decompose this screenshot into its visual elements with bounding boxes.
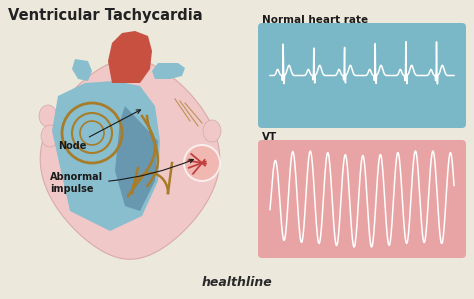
Text: Node: Node bbox=[58, 110, 140, 151]
Polygon shape bbox=[40, 59, 220, 259]
Text: Ventricular Tachycardia: Ventricular Tachycardia bbox=[8, 8, 202, 23]
Polygon shape bbox=[152, 63, 185, 79]
Polygon shape bbox=[72, 59, 92, 81]
Ellipse shape bbox=[39, 105, 57, 127]
FancyBboxPatch shape bbox=[258, 23, 466, 128]
Circle shape bbox=[185, 146, 219, 180]
Polygon shape bbox=[52, 81, 160, 231]
Text: healthline: healthline bbox=[201, 276, 273, 289]
Ellipse shape bbox=[203, 120, 221, 142]
Text: Normal heart rate: Normal heart rate bbox=[262, 15, 368, 25]
Text: VT: VT bbox=[262, 132, 277, 142]
FancyBboxPatch shape bbox=[258, 140, 466, 258]
Polygon shape bbox=[115, 106, 158, 211]
Circle shape bbox=[183, 144, 221, 182]
Ellipse shape bbox=[41, 125, 59, 147]
Polygon shape bbox=[108, 31, 152, 83]
Text: Abnormal
impulse: Abnormal impulse bbox=[50, 159, 193, 194]
